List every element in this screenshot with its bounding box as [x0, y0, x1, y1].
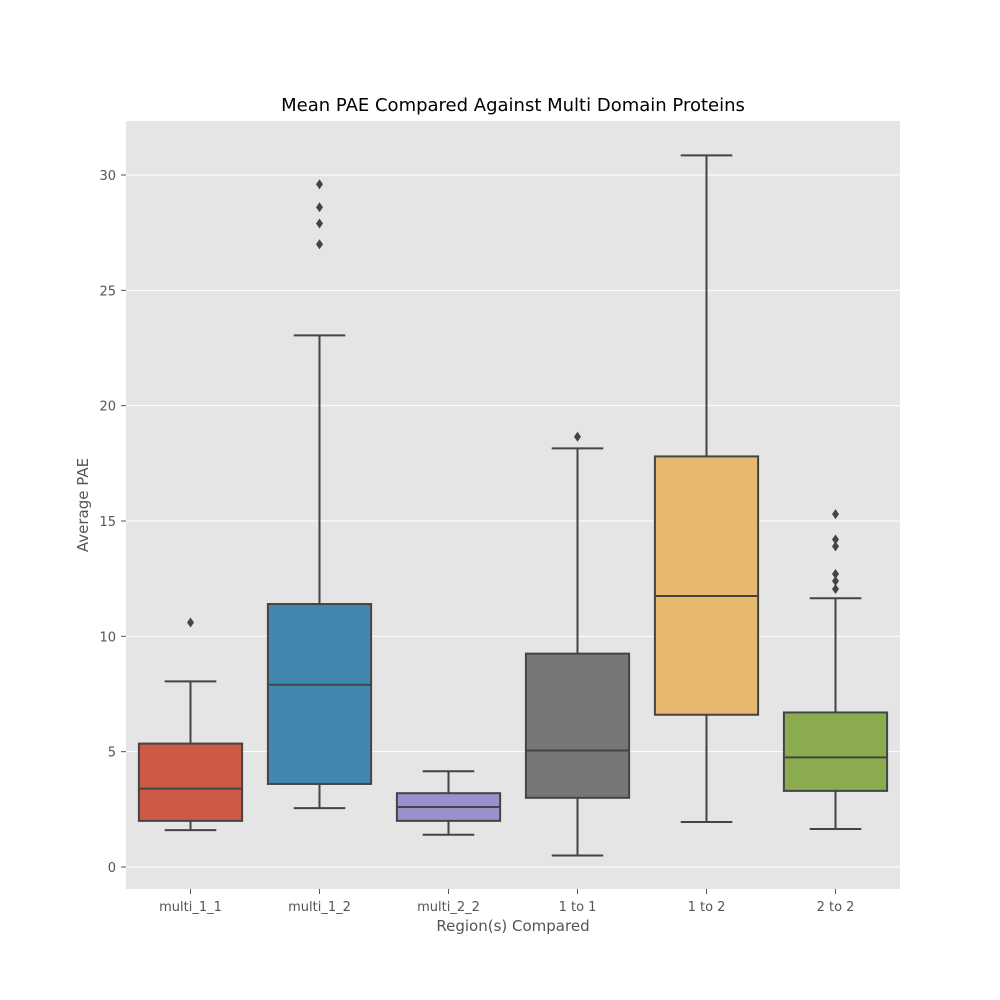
box-2 — [395, 770, 502, 836]
box-1 — [266, 179, 373, 810]
box-5 — [782, 509, 889, 830]
outlier-point — [316, 179, 323, 190]
outlier-point — [832, 569, 839, 580]
box-3 — [524, 431, 631, 857]
y-tick-label: 10 — [99, 630, 116, 645]
box-4 — [653, 154, 760, 824]
y-tick-label: 25 — [99, 284, 116, 299]
x-tick-label: 1 to 2 — [688, 900, 726, 915]
x-tick-label: multi_2_2 — [417, 900, 480, 915]
y-axis-label: Average PAE — [74, 458, 92, 552]
x-axis-ticks: multi_1_1 multi_1_2 multi_2_2 1 to 1 1 to 2 2… — [159, 889, 854, 915]
y-tick-label: 0 — [108, 861, 116, 876]
outlier-point — [316, 239, 323, 250]
x-tick-label: 2 to 2 — [817, 900, 855, 915]
outlier-point — [316, 218, 323, 229]
iqr-box — [653, 455, 760, 716]
x-axis-label: Region(s) Compared — [436, 917, 589, 935]
outlier-point — [832, 575, 839, 586]
boxes-layer — [137, 154, 889, 857]
x-tick-label: multi_1_2 — [288, 900, 351, 915]
plot-area — [126, 121, 900, 889]
outlier-point — [832, 541, 839, 552]
y-tick-label: 5 — [108, 746, 116, 761]
gridlines — [126, 174, 900, 868]
outlier-point — [832, 509, 839, 520]
iqr-box — [524, 652, 631, 799]
x-tick-label: multi_1_1 — [159, 900, 222, 915]
outlier-point — [574, 431, 581, 442]
iqr-box — [782, 711, 889, 792]
iqr-box — [137, 742, 244, 822]
y-tick-label: 30 — [99, 169, 116, 184]
outlier-point — [316, 202, 323, 213]
y-tick-label: 20 — [99, 400, 116, 415]
box-0 — [137, 617, 244, 832]
y-axis-ticks: 0 5 10 15 20 25 30 — [99, 169, 126, 876]
chart-title: Mean PAE Compared Against Multi Domain P… — [281, 95, 745, 116]
outlier-point — [187, 617, 194, 628]
outlier-point — [832, 584, 839, 595]
iqr-box — [266, 603, 373, 785]
x-tick-label: 1 to 1 — [559, 900, 597, 915]
y-tick-label: 15 — [99, 515, 116, 530]
outlier-point — [832, 534, 839, 545]
